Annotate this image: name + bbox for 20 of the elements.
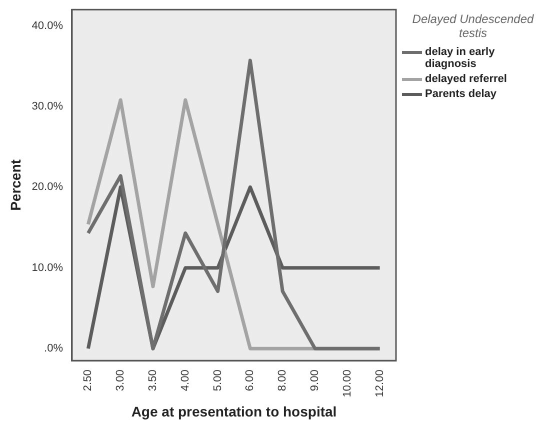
x-tick-label: 3.50 (147, 370, 160, 392)
y-axis-title: Percent (7, 159, 24, 211)
x-tick-label: 9.00 (309, 370, 322, 392)
y-tick-label: 40.0% (32, 20, 64, 32)
x-tick-label: 2.50 (82, 370, 94, 392)
x-tick-label: 6.00 (244, 370, 256, 392)
x-axis-title: Age at presentation to hospital (131, 403, 337, 420)
legend-title: Delayed Undescended testis (411, 12, 535, 40)
y-tick-label: 30.0% (32, 100, 64, 112)
y-tick-label: .0% (44, 342, 64, 355)
legend-label: Parents delay (425, 88, 497, 100)
y-tick-label: 10.0% (32, 262, 64, 274)
y-tick-label: 20.0% (32, 181, 64, 194)
x-tick-label: 12.00 (374, 370, 386, 398)
x-tick-label: 4.00 (179, 370, 192, 392)
x-tick-label: 3.00 (114, 370, 127, 392)
x-tick-label: 5.00 (212, 370, 224, 392)
x-tick-label: 8.00 (276, 370, 289, 392)
legend-label: delayed referrel (425, 73, 507, 85)
x-tick-label: 10.00 (341, 370, 354, 398)
